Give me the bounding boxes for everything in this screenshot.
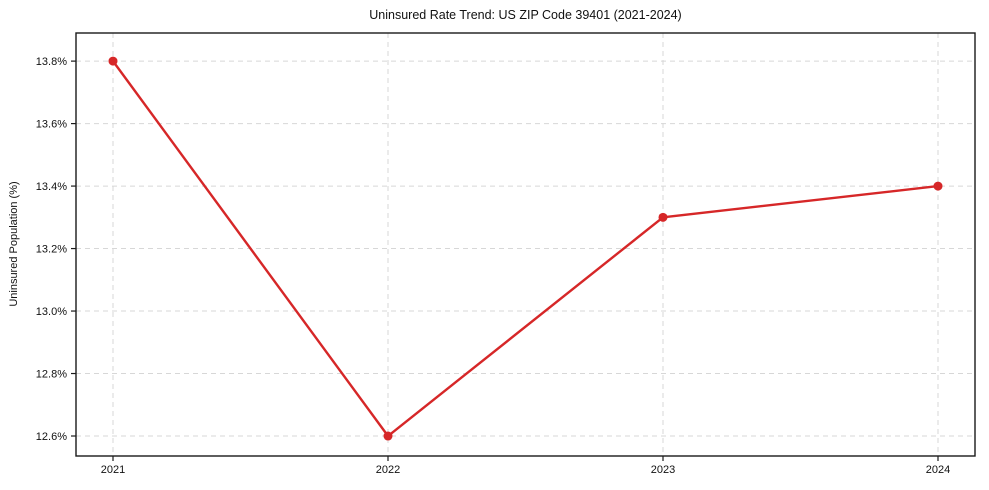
y-tick-label: 12.6%: [36, 431, 67, 443]
y-tick-label: 12.8%: [36, 369, 67, 381]
chart-title: Uninsured Rate Trend: US ZIP Code 39401 …: [369, 8, 682, 22]
data-point-2023: [658, 212, 668, 222]
trend-line: [111, 59, 940, 438]
y-tick-label: 13.8%: [36, 56, 67, 68]
x-tick-label: 2021: [101, 464, 125, 476]
y-tick-label: 13.2%: [36, 244, 67, 256]
data-point-2024: [933, 181, 943, 191]
y-tick-label: 13.0%: [36, 306, 67, 318]
y-tick-label: 13.6%: [36, 119, 67, 131]
x-tick-label: 2024: [926, 464, 950, 476]
data-point-2022: [383, 431, 393, 441]
y-tick-label: 13.4%: [36, 181, 67, 193]
x-tick-label: 2022: [376, 464, 400, 476]
plot-border: [75, 32, 976, 457]
x-tick-label: 2023: [651, 464, 675, 476]
data-point-2021: [108, 56, 118, 66]
